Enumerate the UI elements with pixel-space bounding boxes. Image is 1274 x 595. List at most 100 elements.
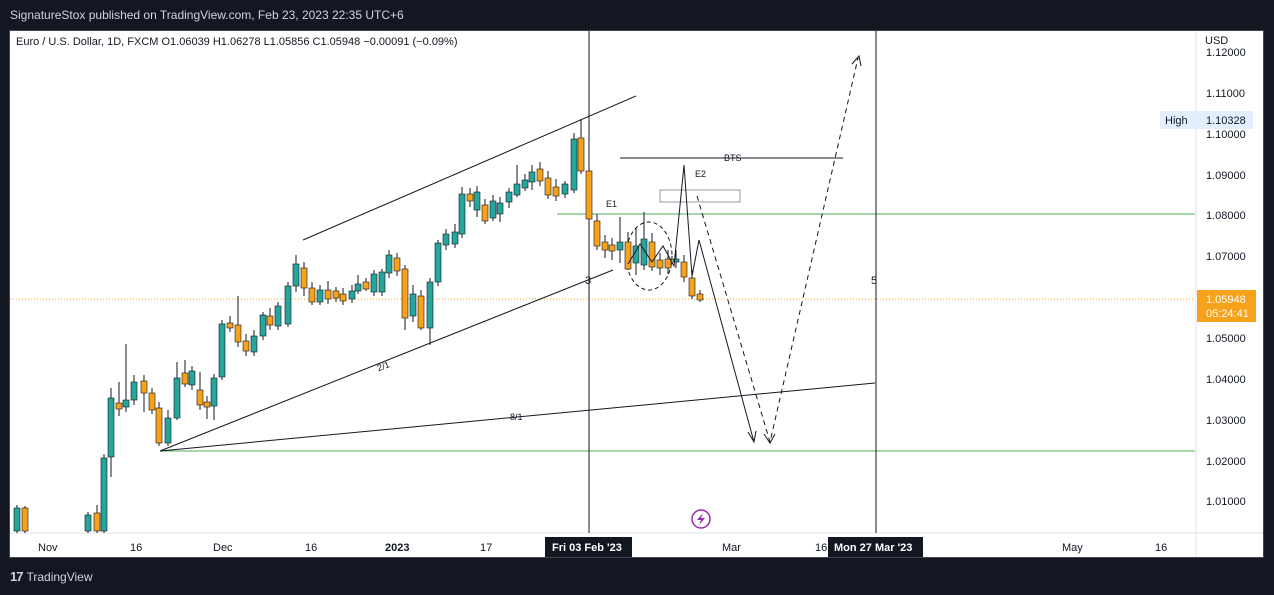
candle-body [274,305,282,327]
chart-frame[interactable] [9,30,1264,558]
time-tick-label: Mar [722,542,741,554]
candle-body [308,287,316,303]
candle-body [203,401,211,408]
price-tick-label: 1.01000 [1206,496,1246,508]
candle-body [100,457,108,532]
price-tick-label: 1.04000 [1206,374,1246,386]
candle-body [250,335,258,353]
time-tick-label: 2023 [385,542,409,554]
candle-body [122,399,130,408]
e2-zone-rect[interactable] [659,189,741,203]
publish-header: SignatureStox published on TradingView.c… [0,0,1274,30]
time-tick-label: 16 [305,542,317,554]
candle-body [284,285,292,325]
projection-arrowhead-dashed-high [851,54,862,67]
candle-body [656,259,664,269]
candle-body [672,258,680,263]
candle-body [234,324,242,343]
candle-body [155,407,163,444]
candle-body [385,254,393,274]
candle-body [130,381,138,401]
time-tick-label: 16 [130,542,142,554]
candle-body [84,514,92,532]
time-tick-label: 16 [815,542,827,554]
high-tag [1160,111,1253,129]
candle-body [505,191,513,203]
fan-8-1-label: 8/1 [510,412,523,422]
price-tick-label: 1.11000 [1206,88,1245,100]
candle-body [348,290,356,300]
candle-body [664,258,672,269]
candle-body [451,231,459,245]
projection-arrowhead-solid [747,430,757,444]
candle-body [332,290,340,299]
time-tick-label: May [1062,542,1083,554]
current-price-value: 1.05948 [1206,294,1246,306]
candle-body [536,168,544,182]
time-axis-ticks: Nov 16 Dec 16 2023 17 Mar 16 May 16 [38,542,1167,554]
candle-body [680,261,688,278]
candle-body [378,271,386,293]
projection-path-solid[interactable] [627,164,755,443]
candle-body [648,241,656,268]
footer-bar: 17 TradingView [0,559,1274,595]
candle-body [417,295,425,329]
countdown-timer: 05:24:41 [1206,308,1249,320]
candle-body [173,377,181,419]
e2-label: E2 [695,169,706,179]
candle-body [426,281,434,329]
candle-body [593,220,601,247]
candle-body [473,191,481,211]
price-tick-label: 1.10000 [1206,129,1246,141]
symbol-legend[interactable]: Euro / U.S. Dollar, 1D, FXCM O1.06039 H1… [16,36,458,48]
high-tag-label: High [1165,115,1188,127]
candle-body [292,263,300,287]
candle-body [688,277,696,297]
candle-body [442,233,450,246]
crosshair-date-2: Mon 27 Mar '23 [834,542,912,554]
candle-body [226,322,234,329]
candle-body [608,244,616,252]
time-tick-label: Nov [38,542,58,554]
e1-label: E1 [606,199,617,209]
crosshair-date-1: Fri 03 Feb '23 [552,542,622,554]
candle-body [148,392,156,411]
candle-body [339,293,347,302]
price-axis-ticks: 1.12000 1.11000 1.10000 1.09000 1.08000 1.070… [1206,47,1246,508]
candle-body [393,257,401,272]
time-tick-label: Dec [213,542,233,554]
candle-body [513,183,521,196]
candle-body [585,170,593,220]
candle-body [696,293,704,301]
price-tick-label: 1.08000 [1206,210,1246,222]
candle-body [196,389,204,406]
candle-body [434,242,442,283]
candle-body [528,171,536,183]
fan-2-1-label: 2/1 [376,359,391,373]
candle-body [93,512,101,532]
tradingview-logo-icon: 17 [10,569,24,584]
candle-body [552,186,560,197]
candle-body [544,177,552,196]
candle-body [266,315,274,326]
candle-body [300,267,308,289]
candle-body [632,245,640,264]
gann-fan-8-1[interactable] [159,382,876,452]
projection-path-dashed[interactable] [696,57,859,444]
candle-body [259,314,267,337]
high-tag-value: 1.10328 [1206,115,1246,127]
lightning-icon[interactable] [691,509,711,529]
projection-arrowhead-dashed-low [763,433,776,444]
consolidation-ellipse[interactable] [625,221,673,291]
price-tick-label: 1.12000 [1206,47,1246,59]
brand-name: TradingView [26,569,93,584]
wave-5-label: 5 [871,275,877,287]
candle-body [458,193,466,235]
gann-fan-2-1[interactable] [159,269,614,452]
candle-body [164,417,172,444]
candle-body [354,283,362,292]
price-tick-label: 1.03000 [1206,415,1246,427]
candle-body [188,370,196,386]
tradingview-brand[interactable]: 17 TradingView [10,569,93,584]
